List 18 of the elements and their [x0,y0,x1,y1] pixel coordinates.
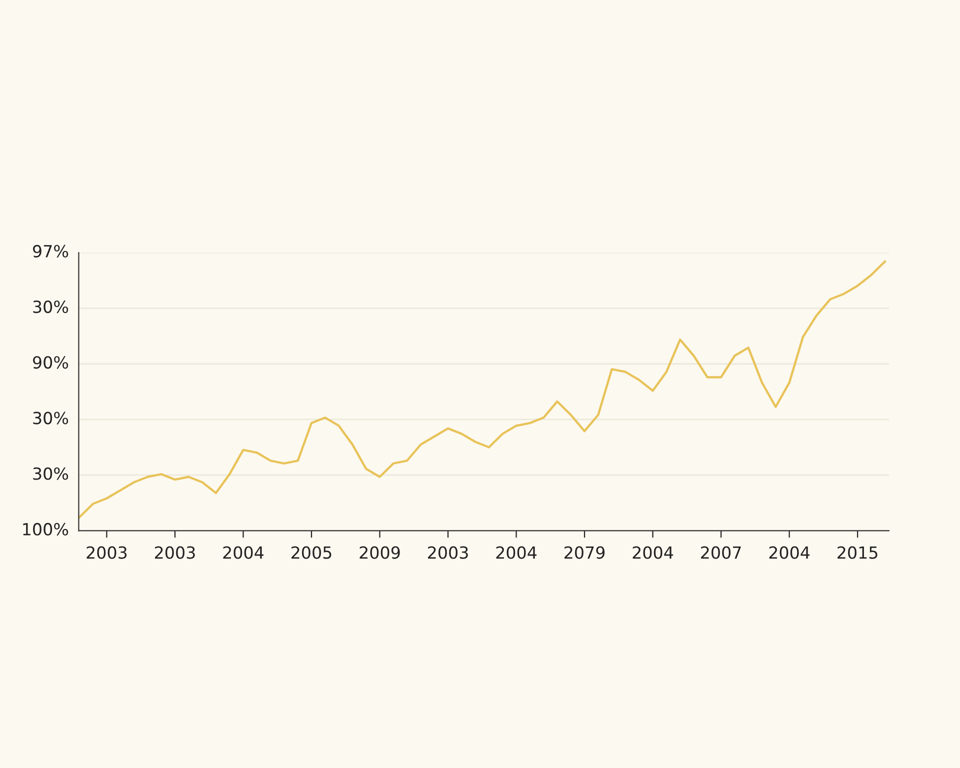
text: 30% [33,467,68,480]
x-tick-label: 2005 [292,546,332,559]
x-tick-label: 2004 [769,546,810,559]
text: 30% [33,300,68,314]
x-tick-label: 2007 [701,546,741,559]
x-tick-label: 2015 [838,546,878,559]
x-tick-label: 2004 [223,546,264,559]
x-tick-label: 2079 [564,546,605,559]
x-tick-label: 2009 [360,546,400,559]
x-tick-label: 2003 [86,546,127,559]
x-tick-label: 2004 [496,546,537,559]
x-tick-label: 2004 [632,546,674,559]
text: 90% [33,356,68,369]
text: 97% [33,244,68,258]
text: 30% [33,412,68,424]
x-tick-label: 2003 [428,546,468,559]
x-tick-label: 2003 [154,546,195,559]
text: 100% [23,522,68,536]
